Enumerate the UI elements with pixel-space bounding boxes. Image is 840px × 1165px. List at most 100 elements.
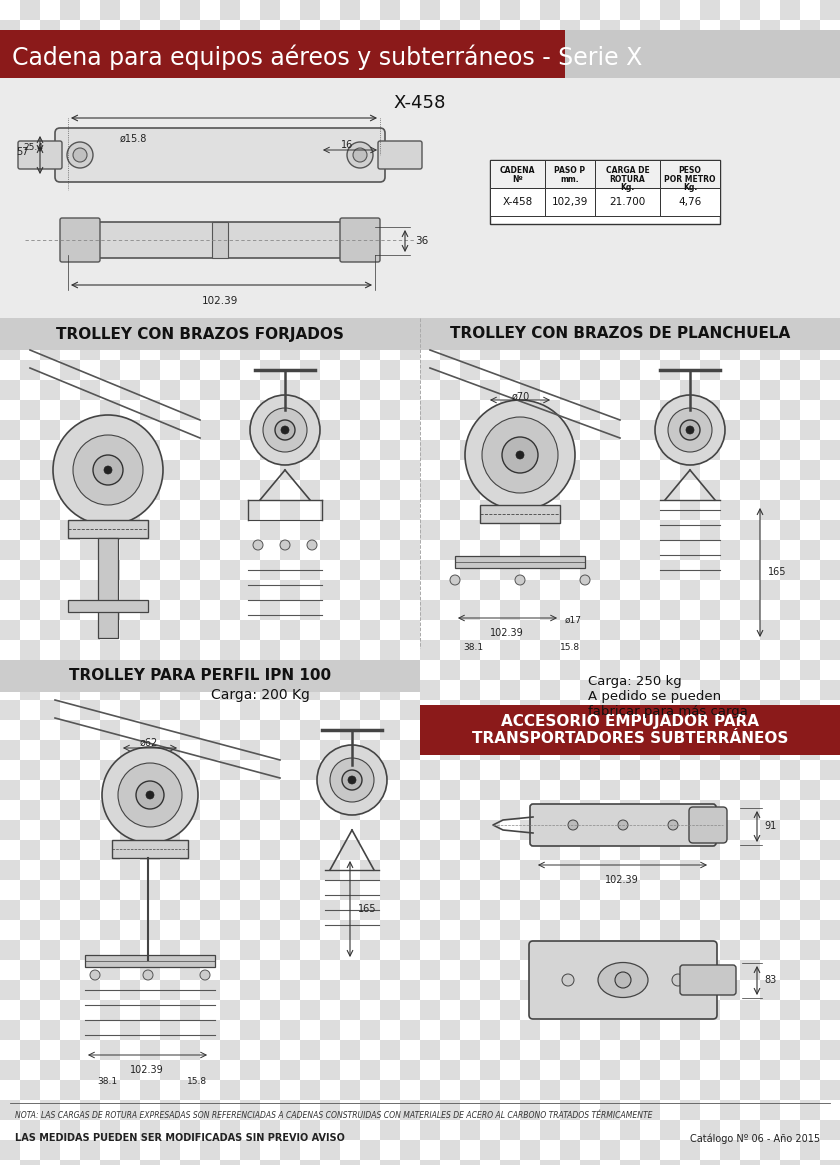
Bar xyxy=(100,1021,120,1040)
Bar xyxy=(780,40,800,61)
Bar xyxy=(400,200,420,220)
Bar xyxy=(720,380,740,400)
Bar xyxy=(400,1120,420,1141)
Bar xyxy=(500,1080,520,1100)
Bar xyxy=(180,940,200,960)
Bar xyxy=(440,20,460,40)
Bar xyxy=(420,120,440,140)
FancyBboxPatch shape xyxy=(530,804,716,846)
Bar xyxy=(480,800,500,820)
Bar xyxy=(560,960,580,980)
Bar xyxy=(560,380,580,400)
Bar xyxy=(660,181,680,200)
Bar xyxy=(680,240,700,260)
Bar xyxy=(760,800,780,820)
Bar xyxy=(800,661,820,680)
Bar xyxy=(360,800,380,820)
Bar xyxy=(320,181,340,200)
Bar xyxy=(600,1060,620,1080)
Bar xyxy=(420,705,840,755)
Bar xyxy=(60,360,80,380)
Bar xyxy=(360,600,380,620)
Bar xyxy=(240,1021,260,1040)
Bar xyxy=(660,760,680,781)
Bar xyxy=(160,800,180,820)
Bar xyxy=(480,781,500,800)
Bar xyxy=(220,820,240,840)
Bar xyxy=(380,680,400,700)
Bar xyxy=(820,920,840,940)
Bar xyxy=(680,440,700,460)
Bar xyxy=(560,140,580,160)
Bar xyxy=(300,480,320,500)
Bar xyxy=(420,260,440,280)
Bar xyxy=(260,860,280,880)
Bar xyxy=(760,860,780,880)
Bar xyxy=(100,1141,120,1160)
Bar xyxy=(820,380,840,400)
Bar xyxy=(780,820,800,840)
Bar xyxy=(200,580,220,600)
Bar xyxy=(280,980,300,1000)
Bar xyxy=(520,1120,540,1141)
Bar xyxy=(180,720,200,740)
Bar xyxy=(240,820,260,840)
Bar xyxy=(200,901,220,920)
Bar xyxy=(660,40,680,61)
Bar xyxy=(60,1141,80,1160)
Bar xyxy=(400,620,420,640)
Bar xyxy=(20,520,40,541)
Bar xyxy=(480,760,500,781)
Bar xyxy=(560,400,580,421)
Bar xyxy=(40,220,60,240)
Bar xyxy=(480,720,500,740)
Bar xyxy=(80,40,100,61)
Bar xyxy=(800,140,820,160)
Bar xyxy=(660,360,680,380)
Bar xyxy=(500,920,520,940)
Bar xyxy=(680,860,700,880)
Bar xyxy=(820,400,840,421)
Bar xyxy=(60,181,80,200)
Bar xyxy=(0,200,20,220)
Bar xyxy=(60,781,80,800)
Bar xyxy=(760,140,780,160)
Bar xyxy=(480,940,500,960)
Bar xyxy=(280,901,300,920)
Bar xyxy=(560,280,580,301)
Bar xyxy=(460,720,480,740)
Bar xyxy=(340,140,360,160)
Bar xyxy=(240,580,260,600)
Bar xyxy=(740,580,760,600)
Bar xyxy=(340,100,360,120)
Bar xyxy=(380,1000,400,1021)
Bar xyxy=(320,901,340,920)
Bar xyxy=(700,1080,720,1100)
Bar xyxy=(320,440,340,460)
Bar xyxy=(760,840,780,860)
Bar xyxy=(180,460,200,480)
Bar xyxy=(500,340,520,360)
Bar xyxy=(600,1080,620,1100)
Bar xyxy=(560,1040,580,1060)
Bar xyxy=(60,480,80,500)
Bar xyxy=(0,680,20,700)
Bar xyxy=(200,620,220,640)
Bar xyxy=(820,901,840,920)
Bar xyxy=(260,220,280,240)
Bar xyxy=(20,1040,40,1060)
Bar xyxy=(640,440,660,460)
Bar xyxy=(640,200,660,220)
Bar xyxy=(320,940,340,960)
Bar xyxy=(760,1060,780,1080)
Bar xyxy=(440,160,460,181)
Bar xyxy=(40,700,60,720)
Bar xyxy=(460,181,480,200)
Bar xyxy=(400,661,420,680)
Bar xyxy=(320,800,340,820)
Bar xyxy=(200,560,220,580)
Bar xyxy=(260,1000,280,1021)
Bar xyxy=(420,1160,440,1165)
Bar xyxy=(320,760,340,781)
Bar xyxy=(520,720,540,740)
